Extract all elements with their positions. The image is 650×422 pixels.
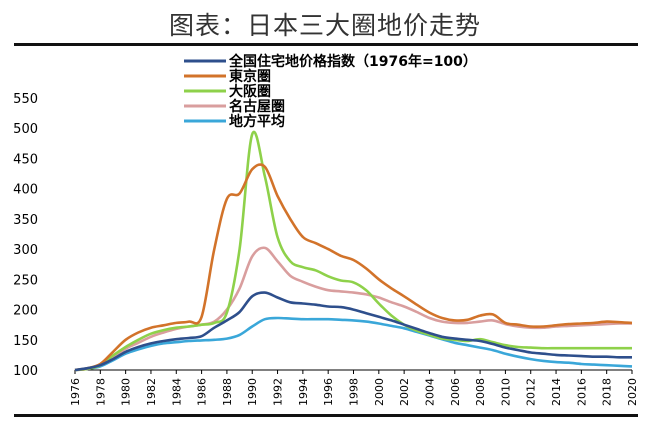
- y-tick-label: 100: [13, 364, 38, 379]
- x-tick-label: 2020: [626, 378, 639, 406]
- x-tick-label: 1986: [196, 378, 209, 406]
- series-lines: [74, 130, 633, 372]
- series-line-0: [74, 291, 633, 372]
- y-tick-label: 150: [13, 334, 38, 349]
- legend-label-1: 東京圏: [229, 68, 271, 85]
- y-tick-label: 350: [13, 213, 38, 228]
- y-tick-label: 500: [13, 122, 38, 137]
- x-tick-label: 2016: [575, 378, 588, 406]
- x-tick-label: 1976: [69, 378, 82, 406]
- x-tick-label: 2004: [423, 378, 436, 406]
- y-tick-label: 250: [13, 273, 38, 288]
- x-tick-label: 1998: [348, 378, 361, 406]
- x-tick-label: 2000: [373, 378, 386, 406]
- chart-title: 图表：日本三大圈地价走势: [168, 11, 481, 40]
- series-line-4: [74, 316, 633, 372]
- x-tick-label: 1994: [297, 378, 310, 406]
- x-tick-label: 1984: [170, 378, 183, 406]
- legend-label-0: 全国住宅地价格指数（1976年=100）: [228, 53, 477, 70]
- legend-label-4: 地方平均: [229, 113, 285, 130]
- x-tick-label: 1980: [120, 378, 133, 406]
- x-tick-label: 1992: [272, 378, 285, 406]
- series-line-2: [74, 130, 632, 372]
- y-tick-label: 450: [13, 152, 38, 167]
- y-tick-label: 200: [13, 304, 38, 319]
- x-tick-label: 2010: [499, 378, 512, 406]
- x-tick-label: 1996: [322, 378, 335, 406]
- title-underline: [14, 43, 638, 46]
- legend-label-2: 大阪圏: [229, 83, 271, 100]
- x-tick-label: 2002: [398, 378, 411, 406]
- x-tick-label: 2008: [474, 378, 487, 406]
- axes: 100 150 200 250 300 350 400 450 500 550 1976 1978 19…: [13, 92, 639, 406]
- x-tick-label: 1982: [145, 378, 158, 406]
- series-line-1: [74, 163, 633, 372]
- x-tick-label: 1988: [221, 378, 234, 406]
- y-tick-label: 300: [13, 243, 38, 258]
- legend-label-3: 名古屋圏: [229, 98, 285, 115]
- y-tick-label: 400: [13, 183, 38, 198]
- x-tick-label: 2006: [449, 378, 462, 406]
- y-tick-label: 550: [13, 92, 38, 107]
- x-tick-label: 2018: [601, 378, 614, 406]
- x-tick-label: 1990: [246, 378, 259, 406]
- bottom-rule: [14, 414, 638, 417]
- x-tick-label: 1978: [94, 378, 107, 406]
- x-tick-label: 2014: [550, 378, 563, 406]
- x-tick-label: 2012: [525, 378, 538, 406]
